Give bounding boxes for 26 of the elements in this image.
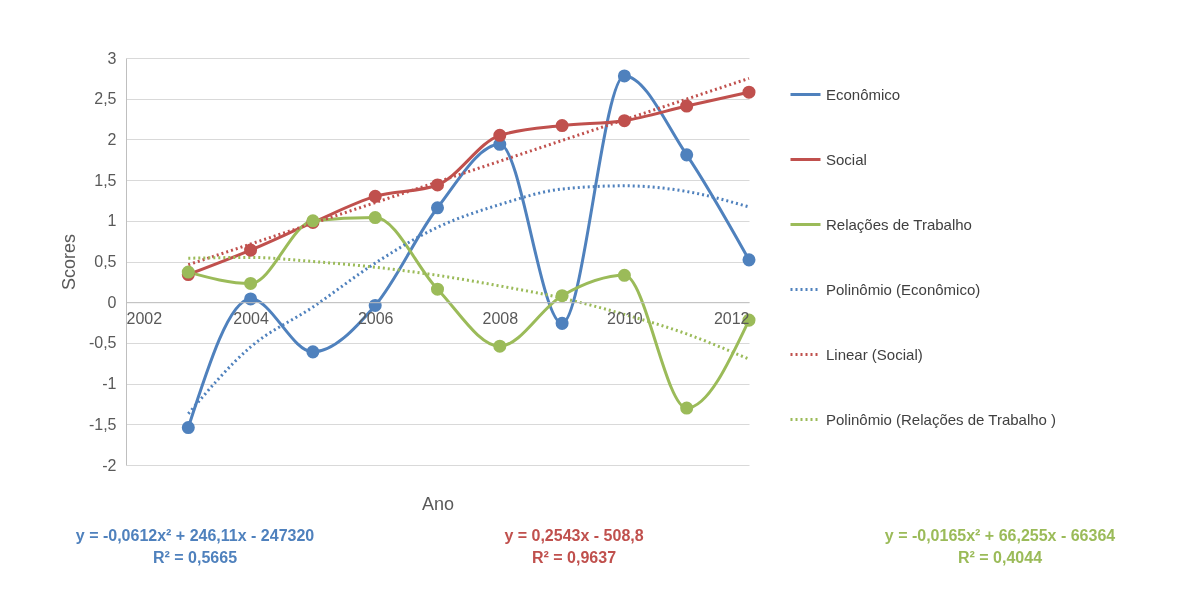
x-axis-title: Ano xyxy=(421,493,455,514)
x-tick-label: 2010 xyxy=(607,309,643,327)
y-tick-label: 0,5 xyxy=(94,253,117,270)
y-tick-label: 0 xyxy=(107,293,117,311)
y-tick-label: 1,5 xyxy=(94,171,117,189)
legend-label: Polinômio (Econômico) xyxy=(826,280,981,298)
y-tick-label: -1,5 xyxy=(88,415,117,433)
text: y = -0,0612x² + 246,11x - 247320 R² = 0,5665 xyxy=(75,527,315,566)
y-tick-label: 2 xyxy=(107,130,117,148)
x-tick-label: 2008 xyxy=(482,309,519,327)
legend-label: Econômico xyxy=(826,85,901,103)
legend-label: Polinômio (Relações de Trabalho ) xyxy=(826,410,1057,428)
y-tick-label: 2,5 xyxy=(94,90,117,108)
x-tick-label: 2004 xyxy=(233,309,269,327)
legend-label: Relações de Trabalho xyxy=(826,215,972,233)
x-tick-label: 2002 xyxy=(126,309,163,327)
legend-label: Social xyxy=(826,150,867,168)
text: y = -0,0165x² + 66,255x - 66364 R² = 0,4044 xyxy=(884,527,1116,566)
y-tick-label: 3 xyxy=(107,49,117,67)
legend-label: Linear (Social) xyxy=(826,345,923,363)
y-axis-title: Scores xyxy=(58,233,79,291)
text: y = 0,2543x - 508,8 R² = 0,9637 xyxy=(504,527,644,566)
y-tick-label: -2 xyxy=(102,456,117,474)
y-tick-label: 1 xyxy=(107,212,117,230)
y-tick-label: -0,5 xyxy=(88,334,117,352)
y-tick-label: -1 xyxy=(102,375,117,393)
